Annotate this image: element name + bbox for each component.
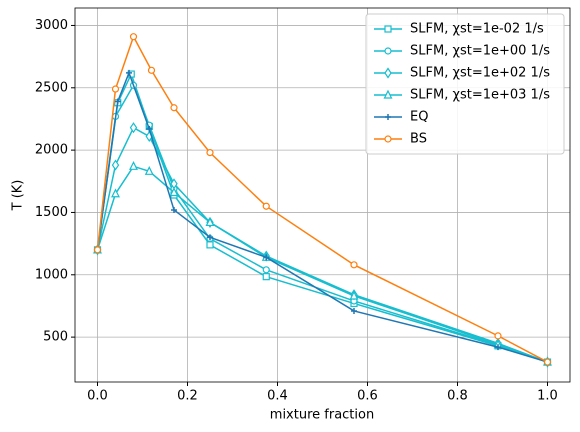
marker [351, 307, 357, 314]
legend-label: SLFM, χst=1e-02 1/s [410, 22, 544, 37]
marker [170, 104, 178, 112]
marker [207, 234, 213, 241]
marker [111, 85, 120, 93]
series-line [96, 126, 548, 363]
series-line [96, 83, 548, 363]
x-tick-label: 0.0 [87, 389, 108, 404]
marker [494, 332, 502, 340]
x-tick-label: 1.0 [537, 389, 558, 404]
legend-label: SLFM, χst=1e+02 1/s [410, 66, 550, 81]
y-tick-label: 2500 [35, 80, 68, 95]
marker [126, 69, 132, 76]
x-tick-label: 0.8 [447, 389, 468, 404]
series-line [96, 34, 548, 363]
x-tick-label: 0.2 [177, 389, 198, 404]
marker [262, 202, 270, 210]
series-line [96, 165, 548, 363]
marker [384, 135, 392, 143]
marker [263, 254, 270, 261]
marker [350, 261, 358, 269]
y-tick-label: 1500 [35, 205, 68, 220]
marker [114, 98, 121, 105]
marker [146, 125, 153, 132]
legend-label: SLFM, χst=1e+03 1/s [410, 88, 550, 103]
marker [384, 25, 392, 33]
marker [129, 122, 138, 134]
legend-label: EQ [410, 110, 428, 125]
marker [129, 160, 138, 170]
y-axis-label: T (K) [11, 180, 26, 212]
y-tick-label: 500 [43, 330, 68, 345]
marker [93, 246, 102, 254]
x-tick-label: 0.4 [267, 389, 288, 404]
y-tick-label: 1000 [35, 267, 68, 282]
marker [206, 241, 214, 249]
marker [144, 165, 154, 175]
marker [383, 89, 393, 99]
series-line [96, 72, 548, 363]
marker [111, 188, 120, 198]
marker [206, 149, 214, 157]
legend-box [365, 13, 565, 155]
marker [129, 33, 138, 41]
marker [384, 47, 392, 55]
marker [205, 217, 215, 227]
marker [169, 187, 179, 197]
legend-label: BS [410, 132, 427, 147]
y-tick-label: 3000 [35, 18, 68, 33]
marker [111, 159, 120, 171]
marker [385, 114, 391, 120]
x-tick-label: 0.6 [357, 389, 378, 404]
y-tick-label: 2000 [35, 143, 68, 158]
marker [495, 344, 501, 351]
marker [262, 266, 270, 274]
legend-label: SLFM, χst=1e+00 1/s [410, 44, 550, 59]
marker [147, 66, 156, 74]
x-axis-label: mixture fraction [270, 408, 374, 423]
plot-frame [74, 7, 571, 383]
marker [349, 290, 359, 300]
series-line [96, 70, 548, 363]
legend: SLFM, χst=1e-02 1/s SLFM, χst=1e+00 1/s SL… [365, 13, 565, 155]
marker [262, 273, 270, 281]
marker [384, 67, 392, 79]
marker [171, 206, 177, 213]
marker [543, 358, 552, 366]
